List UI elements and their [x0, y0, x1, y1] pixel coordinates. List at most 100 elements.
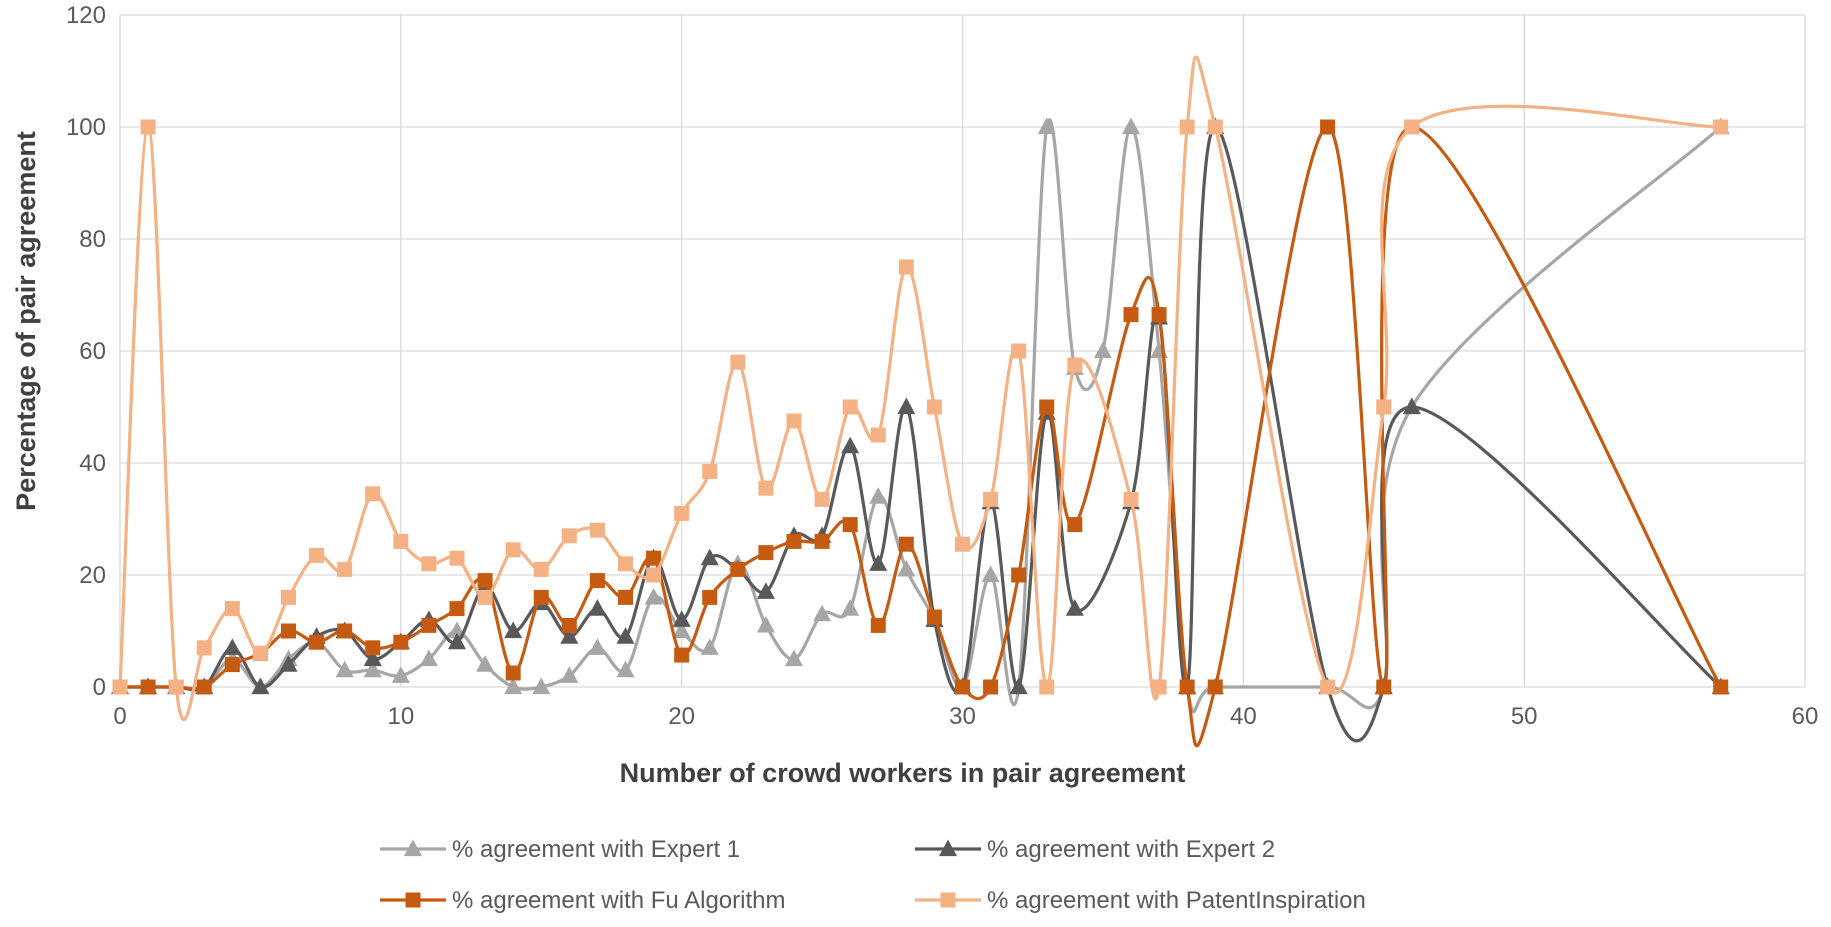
data-point [926, 609, 942, 625]
series-line [118, 55, 1721, 722]
data-point [756, 582, 775, 599]
data-point [224, 657, 240, 673]
legend-item: % agreement with PatentInspiration [915, 887, 1366, 914]
data-point [1713, 679, 1729, 695]
series-line [120, 125, 1722, 743]
data-point [505, 665, 521, 681]
data-point [1151, 679, 1167, 695]
y-tick-label: 40 [79, 450, 106, 477]
data-point [841, 436, 860, 454]
data-point [870, 427, 886, 443]
legend-swatch-marker [405, 892, 421, 908]
y-tick-label: 60 [79, 338, 106, 365]
data-point [391, 666, 410, 683]
data-point [168, 679, 184, 695]
data-point [281, 589, 296, 605]
data-point [560, 627, 579, 644]
data-point [337, 623, 353, 639]
data-point [560, 666, 579, 683]
data-point [281, 623, 296, 639]
data-point [644, 587, 663, 605]
data-point [393, 634, 409, 650]
data-point [616, 660, 635, 678]
data-point [252, 645, 268, 661]
legend-label: % agreement with PatentInspiration [987, 887, 1366, 914]
tick-labels: 0 20 40 60 80 100 120 0 10 20 30 40 50 60 [66, 2, 1818, 730]
data-point [561, 617, 577, 633]
series-lines [111, 55, 1730, 748]
data-point [983, 679, 999, 695]
data-point [841, 599, 860, 616]
data-point [618, 556, 633, 572]
data-point [335, 660, 354, 678]
data-point [589, 522, 605, 538]
data-point [618, 589, 633, 605]
data-point [646, 550, 662, 566]
data-point [674, 505, 690, 521]
y-axis-title: Percentage of pair agreement [11, 131, 41, 511]
x-axis-title: Number of crowd workers in pair agreemen… [620, 758, 1186, 788]
data-point [646, 567, 662, 583]
data-point [786, 413, 802, 429]
data-point [1067, 517, 1083, 533]
x-tick-label: 40 [1230, 703, 1257, 730]
data-point [421, 556, 437, 572]
series-line [120, 125, 1723, 748]
data-point [223, 638, 242, 655]
data-point [1376, 399, 1392, 415]
legend-item: % agreement with Expert 1 [380, 836, 740, 863]
data-point [1713, 119, 1729, 135]
series-2 [111, 117, 1730, 743]
data-point [112, 679, 128, 695]
legend-label: % agreement with Expert 2 [987, 836, 1275, 863]
data-point [700, 638, 719, 655]
data-point [1037, 117, 1056, 135]
x-tick-label: 30 [949, 703, 976, 730]
data-point [196, 679, 212, 695]
data-point [1065, 599, 1084, 616]
data-point [140, 679, 156, 695]
data-point [730, 354, 746, 370]
data-point [1151, 307, 1167, 323]
legend-swatch-marker [939, 839, 957, 857]
data-point [533, 561, 549, 577]
legend: % agreement with Expert 1 % agreement wit… [380, 836, 1366, 914]
legend-label: % agreement with Fu Algorithm [452, 887, 785, 914]
data-point [1122, 117, 1140, 135]
data-point [1179, 119, 1195, 135]
data-point [504, 621, 523, 639]
data-point [1011, 567, 1027, 583]
data-point [224, 601, 240, 617]
data-point [702, 589, 718, 605]
series-1 [111, 117, 1730, 714]
data-point [1123, 491, 1139, 507]
data-point [1011, 343, 1027, 359]
data-point [588, 638, 607, 655]
y-tick-label: 0 [93, 674, 106, 701]
data-point [702, 463, 718, 479]
legend-swatch-marker [404, 839, 422, 857]
data-point [251, 677, 270, 695]
data-point [337, 561, 353, 577]
data-point [898, 259, 914, 275]
data-point [1067, 357, 1083, 373]
data-point [897, 559, 916, 577]
data-point [814, 491, 830, 507]
data-point [476, 655, 495, 672]
data-point [533, 589, 549, 605]
data-point [672, 610, 691, 627]
y-tick-label: 100 [66, 114, 106, 141]
data-point [309, 634, 325, 650]
data-point [419, 649, 438, 667]
data-point [1039, 679, 1055, 695]
data-point [1207, 679, 1223, 695]
data-point [448, 632, 466, 650]
data-point [870, 617, 886, 633]
data-point [786, 533, 802, 549]
data-point [309, 547, 325, 563]
data-point [1404, 119, 1420, 135]
data-point [449, 601, 465, 617]
data-point [1402, 397, 1421, 415]
data-point [869, 554, 888, 571]
